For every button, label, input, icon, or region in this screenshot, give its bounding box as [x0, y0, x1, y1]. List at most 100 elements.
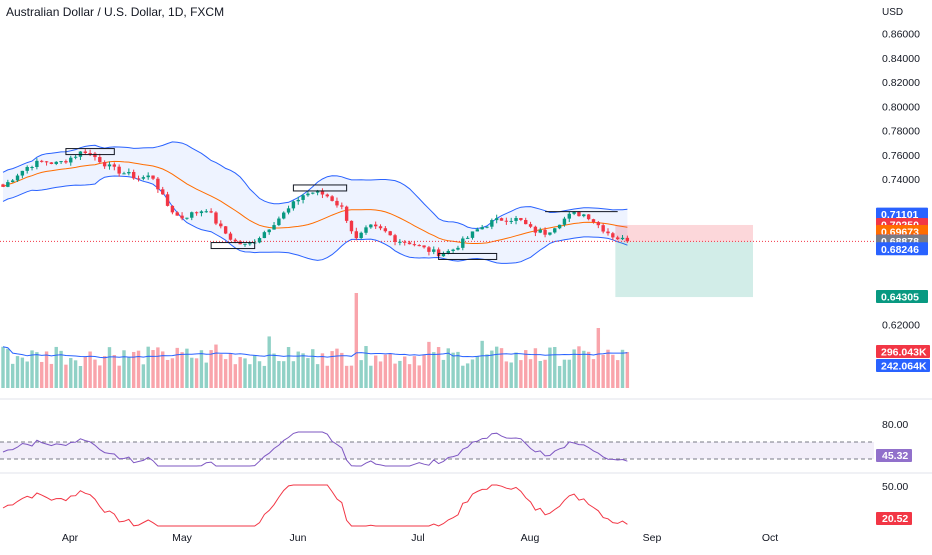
candle[interactable] — [194, 211, 199, 216]
candle[interactable] — [403, 240, 407, 246]
candle[interactable] — [136, 175, 141, 182]
candle[interactable] — [582, 213, 586, 218]
candle[interactable] — [59, 160, 63, 165]
candle[interactable] — [161, 186, 165, 195]
candle[interactable] — [480, 224, 484, 230]
candle[interactable] — [470, 231, 475, 240]
candle[interactable] — [364, 225, 368, 235]
candle[interactable] — [388, 230, 392, 236]
candle[interactable] — [378, 224, 383, 231]
candle[interactable] — [6, 179, 10, 188]
candle[interactable] — [494, 214, 499, 224]
candle[interactable] — [509, 217, 513, 225]
candle[interactable] — [257, 236, 262, 244]
candle[interactable] — [306, 190, 310, 197]
candle[interactable] — [296, 196, 300, 205]
candle[interactable] — [267, 229, 271, 235]
candle[interactable] — [422, 245, 426, 249]
candle[interactable] — [407, 240, 412, 245]
candle[interactable] — [15, 173, 20, 182]
candle[interactable] — [325, 193, 329, 198]
candle[interactable] — [383, 226, 388, 233]
candle[interactable] — [102, 160, 107, 169]
candle[interactable] — [83, 149, 87, 155]
candle[interactable] — [127, 168, 131, 176]
candle[interactable] — [441, 251, 446, 257]
candle[interactable] — [611, 231, 615, 241]
candle[interactable] — [412, 240, 417, 247]
candle[interactable] — [427, 246, 431, 256]
candle[interactable] — [277, 216, 281, 227]
candle[interactable] — [156, 177, 160, 193]
candle[interactable] — [20, 170, 25, 179]
candle[interactable] — [98, 153, 102, 164]
candle[interactable] — [330, 195, 334, 202]
candle[interactable] — [340, 202, 344, 210]
candle[interactable] — [141, 175, 146, 181]
candle[interactable] — [557, 224, 562, 230]
candle[interactable] — [359, 231, 363, 240]
candle[interactable] — [301, 193, 305, 204]
swing-low-marker[interactable] — [210, 242, 256, 250]
candle[interactable] — [373, 221, 378, 229]
candle[interactable] — [112, 162, 117, 171]
candle[interactable] — [543, 227, 547, 238]
position-target-zone[interactable] — [615, 241, 753, 298]
candle[interactable] — [146, 172, 150, 180]
candle[interactable] — [151, 175, 155, 181]
candle[interactable] — [30, 165, 34, 171]
candle[interactable] — [567, 211, 571, 223]
candle[interactable] — [73, 154, 78, 160]
candle[interactable] — [35, 158, 39, 170]
candle[interactable] — [1, 183, 5, 187]
candle[interactable] — [165, 191, 170, 207]
candle[interactable] — [601, 223, 605, 234]
candle[interactable] — [311, 192, 315, 195]
candle[interactable] — [499, 217, 504, 221]
candle[interactable] — [456, 245, 460, 251]
candle[interactable] — [219, 220, 223, 229]
position-stop-zone[interactable] — [615, 224, 753, 242]
candle[interactable] — [122, 171, 126, 175]
candle[interactable] — [170, 205, 175, 215]
candle[interactable] — [393, 233, 397, 246]
candle[interactable] — [548, 232, 552, 236]
candle[interactable] — [69, 155, 73, 166]
candle[interactable] — [369, 224, 373, 229]
candle[interactable] — [335, 197, 339, 208]
candle[interactable] — [44, 161, 49, 166]
candle[interactable] — [209, 208, 213, 214]
rsi-value-tag[interactable]: 45.32 — [876, 449, 912, 462]
candle[interactable] — [586, 214, 591, 221]
swing-low-marker[interactable] — [438, 252, 498, 260]
swing-high-marker[interactable] — [292, 184, 348, 192]
candle[interactable] — [519, 217, 523, 222]
candle[interactable] — [223, 225, 228, 235]
candle[interactable] — [320, 188, 325, 199]
candle[interactable] — [344, 205, 349, 223]
candle[interactable] — [553, 227, 557, 234]
candle[interactable] — [49, 162, 54, 165]
candle[interactable] — [175, 211, 179, 216]
candle[interactable] — [25, 165, 29, 174]
candle[interactable] — [286, 205, 291, 215]
candle[interactable] — [615, 235, 620, 241]
candle[interactable] — [533, 225, 538, 237]
candle[interactable] — [204, 209, 208, 213]
swing-high-marker[interactable] — [65, 148, 115, 156]
candle[interactable] — [199, 210, 204, 217]
candle[interactable] — [514, 215, 518, 225]
candle[interactable] — [54, 161, 58, 166]
candle[interactable] — [93, 151, 97, 161]
candle[interactable] — [485, 226, 489, 229]
candle[interactable] — [417, 244, 421, 247]
candle[interactable] — [272, 221, 276, 230]
candle[interactable] — [228, 231, 233, 241]
candle[interactable] — [291, 200, 296, 211]
candle[interactable] — [606, 228, 610, 236]
candle[interactable] — [64, 159, 68, 164]
candle[interactable] — [185, 217, 189, 220]
oscillator-value-tag[interactable]: 20.52 — [876, 512, 912, 525]
candle[interactable] — [10, 178, 15, 183]
